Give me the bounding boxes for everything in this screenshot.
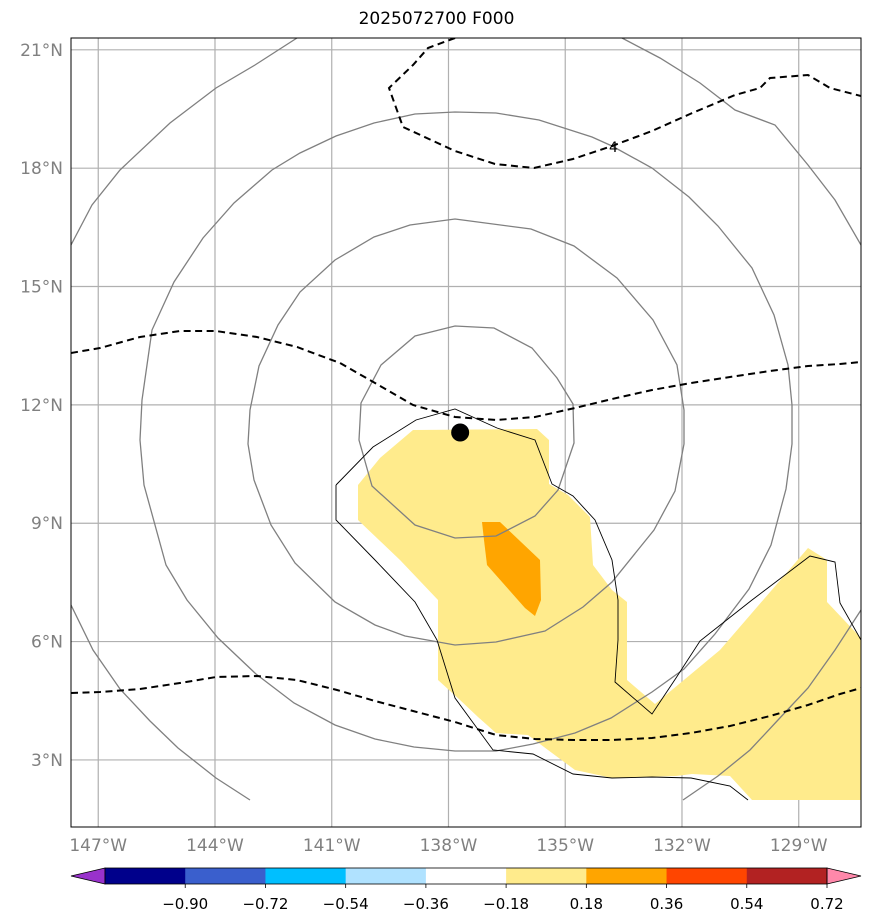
colorbar-segment bbox=[105, 868, 186, 884]
lat-tick-label: 15°N bbox=[20, 278, 63, 298]
colorbar-label: −0.18 bbox=[483, 895, 529, 913]
colorbar-label: 0.72 bbox=[810, 895, 843, 913]
colorbar-segment bbox=[586, 868, 668, 884]
anomaly-fill-yellow-north bbox=[358, 429, 861, 800]
colorbar-segment bbox=[425, 868, 507, 884]
colorbar-label: −0.54 bbox=[323, 895, 369, 913]
range-ring-4-east bbox=[621, 38, 861, 246]
range-ring-4 bbox=[71, 38, 298, 246]
lat-tick-label: 6°N bbox=[31, 633, 63, 653]
colorbar-label: −0.90 bbox=[162, 895, 208, 913]
thin-contour-1 bbox=[335, 408, 861, 715]
latitude-labels: 21°N 18°N 15°N 12°N 9°N 6°N 3°N bbox=[20, 41, 63, 771]
range-ring-3 bbox=[139, 111, 793, 752]
lon-tick-label: 135°W bbox=[536, 836, 594, 856]
filled-anomaly-layer bbox=[358, 429, 861, 800]
colorbar-segment bbox=[746, 868, 828, 884]
range-ring-1 bbox=[358, 325, 575, 539]
colorbar-segment bbox=[345, 868, 427, 884]
colorbar: −0.90 −0.72 −0.54 −0.36 −0.18 0.18 0.36 0.54 0.7… bbox=[70, 867, 862, 913]
colorbar-outline bbox=[104, 867, 828, 885]
dashed-contours bbox=[71, 38, 861, 741]
lon-tick-label: 144°W bbox=[186, 836, 244, 856]
map-title: 2025072700 F000 bbox=[358, 9, 515, 29]
range-ring-4-southeast bbox=[682, 609, 861, 801]
thin-contour-2 bbox=[335, 485, 749, 801]
lat-tick-label: 18°N bbox=[20, 159, 63, 179]
colorbar-label: −0.72 bbox=[242, 895, 288, 913]
lat-tick-label: 21°N bbox=[20, 41, 63, 61]
dashed-contour-north bbox=[387, 38, 861, 170]
thin-contours bbox=[335, 408, 861, 801]
lon-tick-label: 141°W bbox=[303, 836, 361, 856]
colorbar-extend-low bbox=[70, 867, 106, 885]
lon-tick-label: 147°W bbox=[69, 836, 127, 856]
storm-center-marker bbox=[451, 423, 470, 442]
colorbar-label: 0.18 bbox=[570, 895, 603, 913]
map-frame bbox=[70, 37, 862, 828]
range-rings bbox=[71, 38, 861, 801]
colorbar-segment bbox=[666, 868, 748, 884]
longitude-labels: 147°W 144°W 141°W 138°W 135°W 132°W 129°W bbox=[69, 836, 827, 856]
colorbar-label: −0.36 bbox=[403, 895, 449, 913]
lat-tick-label: 3°N bbox=[31, 751, 63, 771]
range-ring-4-southwest bbox=[71, 604, 251, 801]
colorbar-label: 0.54 bbox=[730, 895, 763, 913]
lon-tick-label: 138°W bbox=[420, 836, 478, 856]
lat-tick-label: 12°N bbox=[20, 396, 63, 416]
colorbar-extend-high bbox=[826, 867, 862, 885]
range-ring-2 bbox=[247, 218, 685, 646]
colorbar-label: 0.36 bbox=[650, 895, 683, 913]
colorbar-segment bbox=[506, 868, 587, 884]
colorbar-segment bbox=[185, 868, 266, 884]
anomaly-fill-orange-core bbox=[482, 522, 541, 616]
lon-tick-label: 132°W bbox=[653, 836, 711, 856]
dashed-contour-middle bbox=[71, 330, 861, 422]
lat-tick-label: 9°N bbox=[31, 514, 63, 534]
dashed-contour-south bbox=[71, 674, 861, 741]
contour-label: 4 bbox=[609, 140, 618, 156]
lon-tick-label: 129°W bbox=[770, 836, 828, 856]
colorbar-segment bbox=[265, 868, 347, 884]
